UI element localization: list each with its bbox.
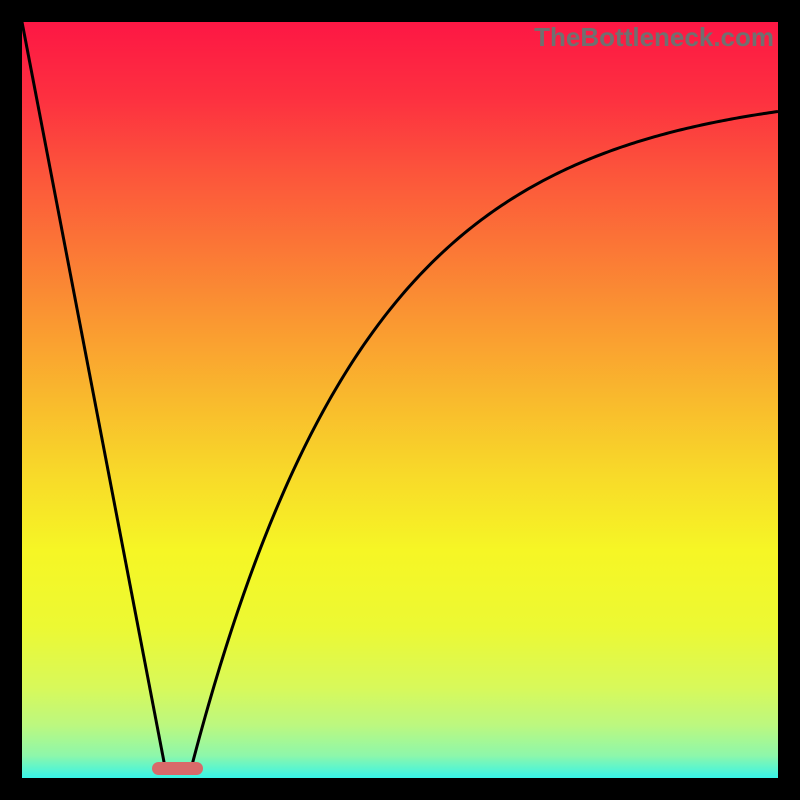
bottleneck-marker	[152, 762, 203, 775]
chart-frame: TheBottleneck.com	[0, 0, 800, 800]
curves-layer	[22, 22, 778, 778]
left-line	[22, 22, 166, 770]
plot-area: TheBottleneck.com	[22, 22, 778, 778]
right-curve	[191, 111, 778, 770]
watermark-text: TheBottleneck.com	[534, 22, 774, 53]
